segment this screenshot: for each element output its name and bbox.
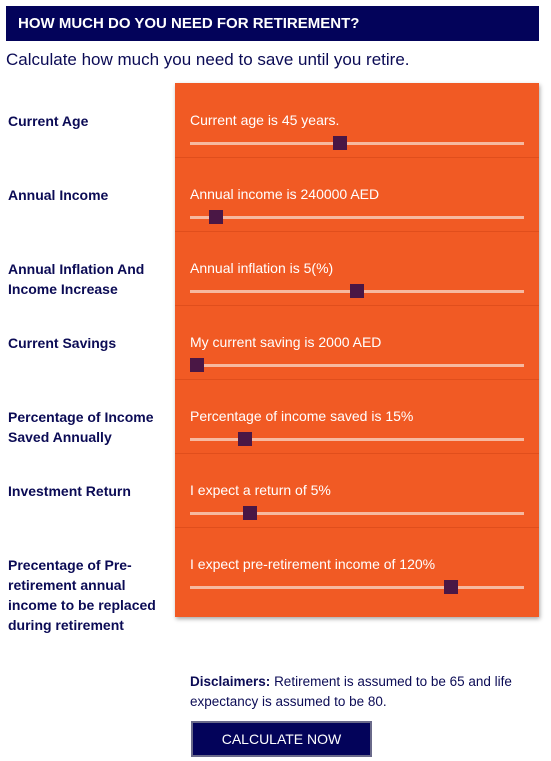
slider-thumb[interactable] — [209, 210, 224, 224]
row-separator — [175, 231, 539, 232]
slider-panel — [175, 83, 539, 617]
slider-track[interactable] — [190, 364, 524, 367]
field-label: Current Savings — [8, 335, 117, 351]
slider-text: Percentage of income saved is 15% — [190, 408, 414, 424]
disclaimer: Disclaimers: Retirement is assumed to be… — [190, 672, 535, 712]
row-separator — [175, 305, 539, 306]
row-separator — [175, 379, 539, 380]
calculate-button[interactable]: CALCULATE NOW — [191, 721, 372, 757]
slider-text: My current saving is 2000 AED — [190, 334, 382, 350]
row-separator — [175, 157, 539, 158]
field-label: Investment Return — [8, 483, 131, 499]
slider-track[interactable] — [190, 512, 524, 515]
slider-track[interactable] — [190, 438, 524, 441]
row-separator — [175, 453, 539, 454]
slider-track[interactable] — [190, 142, 524, 145]
field-label: Percentage of Income Saved Annually — [8, 409, 154, 445]
header-title: HOW MUCH DO YOU NEED FOR RETIREMENT? — [6, 6, 539, 41]
slider-text: Annual inflation is 5(%) — [190, 260, 334, 276]
field-label: Annual Inflation And Income Increase — [8, 261, 145, 297]
disclaimer-label: Disclaimers: — [190, 674, 271, 689]
row-separator — [175, 527, 539, 528]
slider-thumb[interactable] — [238, 432, 253, 446]
slider-text: I expect pre-retirement income of 120% — [190, 556, 436, 572]
slider-text: Current age is 45 years. — [190, 112, 340, 128]
slider-thumb[interactable] — [350, 284, 364, 298]
slider-thumb[interactable] — [443, 580, 458, 594]
slider-thumb[interactable] — [333, 136, 348, 150]
slider-thumb[interactable] — [243, 506, 258, 520]
field-label: Annual Income — [8, 187, 109, 203]
slider-thumb[interactable] — [189, 358, 204, 372]
slider-track[interactable] — [190, 586, 524, 589]
slider-text: I expect a return of 5% — [190, 482, 331, 498]
disclaimer-text: Retirement is assumed to be 65 and life … — [190, 674, 512, 709]
slider-text: Annual income is 240000 AED — [190, 186, 380, 202]
slider-track[interactable] — [190, 216, 524, 219]
field-label: Precentage of Pre-retirement annual inco… — [8, 557, 156, 633]
subtitle: Calculate how much you need to save unti… — [6, 50, 410, 69]
field-label: Current Age — [8, 113, 89, 129]
